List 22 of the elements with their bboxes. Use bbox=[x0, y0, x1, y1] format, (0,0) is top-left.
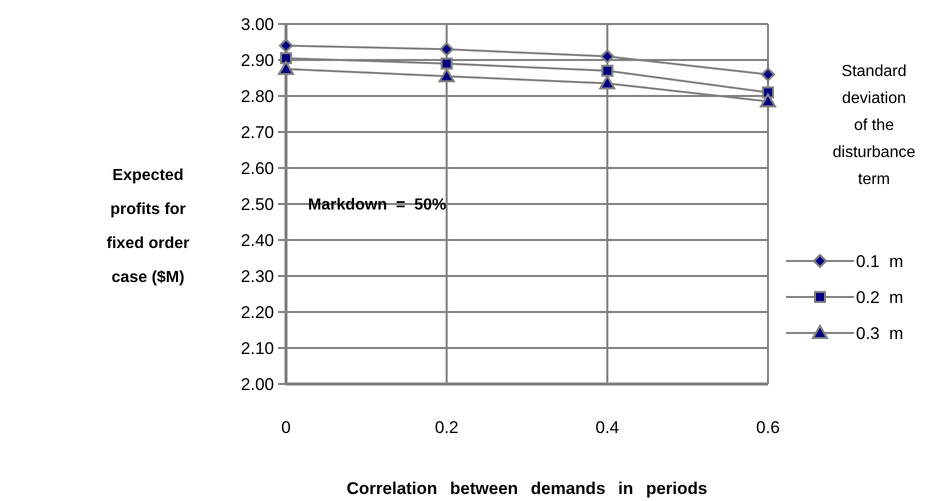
y-axis-title: Expected profits for fixed order case ($M) bbox=[106, 167, 190, 286]
x-tick-label: 0 bbox=[281, 418, 291, 437]
legend-label: 0.1 m bbox=[856, 252, 904, 271]
x-tick-label: 0.2 bbox=[434, 418, 458, 437]
y-tick-label: 2.30 bbox=[240, 266, 274, 286]
y-tick-label: 3.00 bbox=[240, 14, 274, 34]
x-tick-label: 0.4 bbox=[596, 418, 620, 437]
legend-label: 0.3 m bbox=[856, 324, 904, 343]
legend-label: 0.2 m bbox=[856, 288, 904, 307]
y-tick-label: 2.70 bbox=[240, 122, 274, 142]
y-tick-label: 2.20 bbox=[240, 302, 274, 322]
y-tick-label: 2.80 bbox=[240, 86, 274, 106]
annotation: Markdown = 50% bbox=[308, 196, 446, 214]
y-tick-label: 2.00 bbox=[240, 374, 274, 394]
y-tick-label: 2.60 bbox=[240, 158, 274, 178]
x-tick-label: 0.6 bbox=[756, 418, 780, 437]
legend-title: Standard deviation of the disturbance term bbox=[832, 63, 916, 188]
y-tick-label: 2.50 bbox=[240, 194, 274, 214]
y-tick-label: 2.40 bbox=[240, 230, 274, 250]
y-tick-label: 2.90 bbox=[240, 50, 274, 70]
y-tick-label: 2.10 bbox=[240, 338, 274, 358]
x-axis-title: Correlation between demands in periods bbox=[346, 479, 708, 498]
